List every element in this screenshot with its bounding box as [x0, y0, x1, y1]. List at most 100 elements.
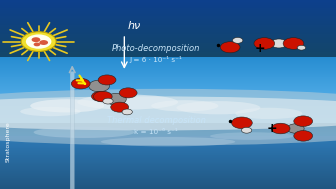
Bar — [0, 68, 336, 69]
Bar — [0, 47, 336, 48]
Bar — [0, 138, 336, 139]
Bar — [0, 175, 336, 176]
Bar — [0, 145, 336, 146]
Bar — [0, 166, 336, 167]
Bar — [0, 153, 336, 154]
Bar — [0, 161, 336, 162]
Bar — [0, 75, 336, 76]
Bar — [0, 180, 336, 181]
Bar — [0, 119, 336, 120]
Bar — [0, 122, 336, 123]
Circle shape — [98, 75, 116, 85]
Circle shape — [89, 80, 110, 92]
Bar — [0, 184, 336, 185]
Bar — [0, 143, 336, 144]
Bar — [0, 16, 336, 17]
Bar — [0, 142, 336, 143]
Bar — [0, 105, 336, 106]
Bar — [0, 180, 336, 181]
Bar — [0, 185, 336, 186]
Bar — [0, 177, 336, 178]
Bar — [0, 127, 336, 128]
Bar — [0, 56, 336, 57]
Bar — [0, 146, 336, 147]
Bar — [0, 166, 336, 167]
Bar — [0, 141, 336, 142]
Bar — [0, 11, 336, 12]
Bar — [0, 131, 336, 132]
Bar — [0, 135, 336, 136]
Bar — [0, 130, 336, 131]
Circle shape — [242, 127, 252, 133]
Bar — [0, 14, 336, 15]
Text: Stratosphere: Stratosphere — [6, 121, 11, 162]
Ellipse shape — [151, 100, 218, 112]
Bar — [0, 186, 336, 187]
Bar — [0, 73, 336, 74]
Bar — [0, 171, 336, 172]
Circle shape — [254, 38, 275, 49]
Circle shape — [21, 32, 56, 51]
Bar — [0, 174, 336, 175]
Bar — [0, 65, 336, 66]
Bar — [0, 91, 336, 92]
Circle shape — [26, 34, 51, 49]
Bar — [0, 13, 336, 14]
Bar — [0, 72, 336, 73]
Circle shape — [119, 88, 137, 98]
Bar — [0, 27, 336, 28]
Bar — [0, 137, 336, 138]
Bar — [0, 164, 336, 165]
Bar — [0, 9, 336, 10]
Bar — [0, 158, 336, 159]
Bar — [0, 182, 336, 183]
Bar — [0, 145, 336, 146]
Bar — [0, 152, 336, 153]
Bar — [0, 12, 336, 13]
Bar — [0, 93, 336, 94]
Bar — [0, 136, 336, 137]
Bar — [0, 183, 336, 184]
Bar — [0, 42, 336, 43]
Bar — [0, 81, 336, 82]
Bar — [0, 154, 336, 155]
Bar — [0, 156, 336, 157]
Bar — [0, 44, 336, 45]
Bar — [0, 2, 336, 3]
Bar — [0, 159, 336, 160]
Bar — [0, 28, 336, 29]
Bar — [0, 39, 336, 40]
Bar — [0, 102, 336, 103]
Bar — [0, 61, 336, 62]
Circle shape — [32, 37, 40, 42]
Bar — [0, 134, 336, 135]
Text: Photo-decomposition: Photo-decomposition — [112, 44, 201, 53]
Bar — [0, 163, 336, 164]
Bar — [0, 168, 336, 169]
Bar — [0, 164, 336, 165]
Bar — [0, 100, 336, 101]
Bar — [0, 54, 336, 55]
Ellipse shape — [0, 96, 336, 130]
Bar — [0, 50, 336, 51]
Ellipse shape — [30, 99, 104, 112]
Bar — [0, 144, 336, 145]
Bar — [0, 176, 336, 177]
Bar — [0, 175, 336, 176]
Bar — [0, 24, 336, 25]
Bar — [0, 170, 336, 171]
Bar — [0, 138, 336, 139]
Bar — [0, 147, 336, 148]
Circle shape — [106, 93, 126, 105]
Bar — [0, 32, 336, 33]
Bar — [0, 155, 336, 156]
Bar — [0, 49, 336, 50]
Bar — [0, 74, 336, 75]
Bar — [0, 45, 336, 46]
Bar — [0, 159, 336, 160]
Bar — [0, 136, 336, 137]
Bar — [0, 161, 336, 162]
Bar — [0, 35, 336, 36]
Circle shape — [122, 109, 132, 115]
Bar — [0, 1, 336, 2]
